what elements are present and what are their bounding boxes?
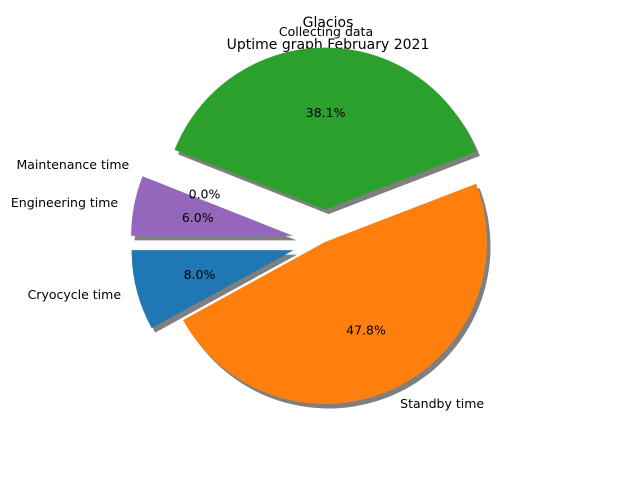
slice-label-cryocycle-time: Cryocycle time bbox=[28, 287, 122, 302]
slice-standby-time bbox=[183, 183, 487, 404]
slice-labels: Cryocycle time 8.0% Standby time 47.8% Colle… bbox=[11, 24, 484, 411]
slice-label-engineering-time: Engineering time bbox=[11, 195, 119, 210]
slice-pct-standby-time: 47.8% bbox=[346, 323, 386, 338]
chart-subtitle: Uptime graph February 2021 bbox=[227, 37, 430, 53]
slice-pct-collecting-data: 38.1% bbox=[306, 105, 346, 120]
slice-pct-engineering-time: 6.0% bbox=[182, 210, 214, 225]
slice-label-maintenance-time: Maintenance time bbox=[16, 157, 129, 172]
slice-pct-maintenance-time: 0.0% bbox=[189, 187, 221, 202]
slice-label-collecting-data: Collecting data bbox=[279, 24, 373, 39]
slice-engineering-time bbox=[131, 176, 294, 236]
slice-cryocycle-time bbox=[131, 250, 294, 329]
slice-collecting-data bbox=[174, 47, 477, 210]
slices bbox=[131, 47, 487, 404]
chart-title: Glacios bbox=[303, 15, 354, 31]
slice-label-standby-time: Standby time bbox=[400, 396, 484, 411]
slice-pct-cryocycle-time: 8.0% bbox=[184, 267, 216, 282]
